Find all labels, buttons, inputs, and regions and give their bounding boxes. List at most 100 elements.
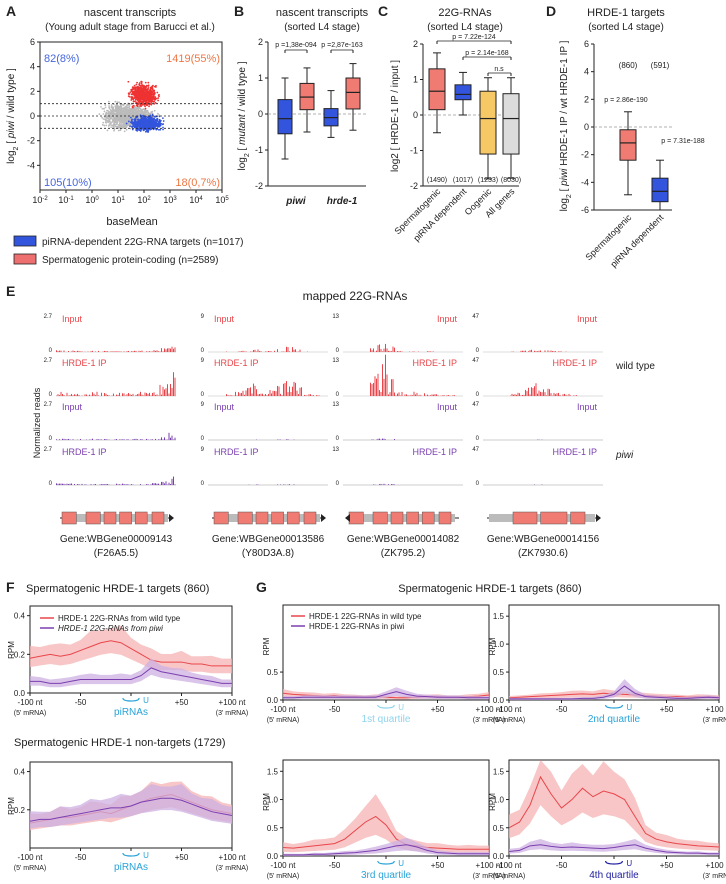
signal-bar [274,350,275,352]
scatter-point [162,117,164,120]
signal-bar [428,395,430,396]
signal-bar [565,394,567,396]
track-scale: 0 [49,436,53,442]
signal-bar [392,484,394,485]
scatter-point [150,111,153,114]
signal-bar [65,439,66,440]
scatter-point [146,122,148,125]
scatter-point [158,93,160,96]
scatter-point [105,112,107,115]
signal-bar [544,392,546,396]
signal-bar [117,394,119,396]
signal-bar [155,483,156,485]
signal-bar [135,394,137,396]
scatter-point [122,110,125,112]
u-label: U [143,851,149,860]
scatter-point [106,129,109,132]
x-tick-label: -50 [329,861,341,870]
signal-bar [397,393,398,396]
scatter-point [139,103,142,106]
scatter-point [137,103,139,106]
scatter-point [142,98,145,101]
scatter-point [145,104,148,107]
signal-bar [538,350,540,352]
signal-bar [111,351,113,352]
signal-bar [398,351,400,352]
scatter-point [160,122,163,125]
scatter-point [147,120,150,122]
signal-bar [248,388,250,396]
signal-bar [78,394,80,396]
scatter-point [124,116,127,119]
row-label: wild type [615,361,655,372]
scatter-point [150,97,153,100]
signal-bar [174,437,176,440]
scatter-point [140,126,143,129]
track-scale: 0 [336,481,340,487]
scatter-point [123,130,126,133]
signal-bar [437,395,439,396]
scatter-point [156,120,159,123]
scatter-point [149,121,151,124]
scatter-point [133,122,136,125]
x-tick-label: +50 [175,698,189,707]
signal-bar [164,389,165,396]
panel-d-title: HRDE-1 targets [587,7,665,19]
scatter-point [145,128,148,131]
y-tick-label: 0.0 [267,852,279,861]
scatter-point [100,105,102,108]
gene-exon [438,511,452,525]
signal-bar [404,394,406,396]
signal-bar [546,395,547,396]
signal-bar [553,392,555,396]
signal-bar [286,381,287,396]
signal-bar [60,483,62,485]
scatter-point [119,129,122,132]
signal-bar [107,484,108,485]
signal-bar [517,392,519,396]
signal-bar [299,349,301,352]
scatter-point [136,128,139,131]
scatter-point [108,105,111,107]
scatter-point [136,88,139,91]
scatter-point [153,90,155,93]
signal-bar [286,439,287,440]
scatter-point [139,130,142,132]
scatter-point [154,97,156,100]
scatter-point [146,130,148,133]
track-scale: 0 [49,392,53,398]
scatter-point [147,123,150,125]
scatter-point [155,122,158,125]
strand-arrow-icon [345,514,350,522]
gene-exon [61,511,77,525]
signal-bar [416,392,418,396]
signal-bar [170,384,171,396]
track-scale: 0 [336,392,340,398]
y-tick-label: 0.5 [493,824,505,833]
signal-bar [513,394,514,396]
signal-bar [161,437,162,440]
scatter-point [118,108,121,110]
signal-bar [120,439,122,440]
scatter-point [139,100,142,103]
y-tick-label: 0 [584,122,589,132]
signal-bar [171,435,173,440]
signal-bar [427,351,428,352]
signal-bar [523,394,525,396]
signal-bar [153,392,155,396]
scatter-point [141,109,144,111]
signal-bar [147,393,149,396]
y-tick-label: 0.4 [14,612,26,621]
scatter-point [110,124,113,127]
signal-bar [56,439,57,440]
signal-bar [454,395,455,396]
signal-bar [72,350,74,352]
track-scale: 13 [332,358,339,364]
scatter-point [152,128,155,131]
label-part: / wild type ] [6,68,17,121]
panel-a-xlabel: baseMean [106,216,157,228]
signal-bar [431,394,433,396]
legend-label: HRDE-1 22G-RNAs in piwi [309,622,404,631]
scatter-point [129,116,132,119]
corner-label: 82(8%) [44,53,79,65]
